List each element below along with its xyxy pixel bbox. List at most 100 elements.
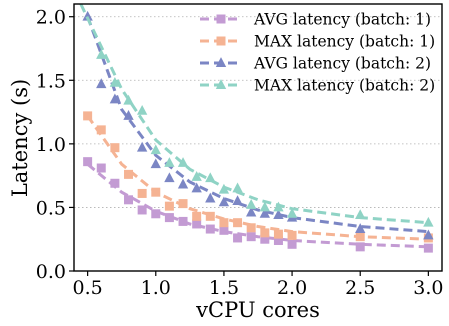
- data-point-triangle: [218, 183, 230, 194]
- data-point-square: [260, 234, 270, 244]
- series-1: [83, 157, 433, 253]
- data-point-triangle: [191, 182, 202, 193]
- grid-lines: [74, 16, 442, 208]
- data-point-square: [164, 213, 174, 223]
- data-point-square: [287, 230, 297, 240]
- data-point-triangle: [286, 207, 298, 218]
- data-point-square: [96, 163, 106, 173]
- data-point-square: [233, 233, 243, 243]
- data-point-triangle: [246, 199, 257, 209]
- data-point-triangle: [355, 209, 366, 220]
- data-point-square: [287, 239, 297, 249]
- legend-entry-4: MAX latency (batch: 2): [200, 77, 435, 95]
- data-point-square: [96, 125, 106, 135]
- data-point-square: [151, 187, 161, 197]
- data-point-triangle: [164, 172, 175, 183]
- data-point-square: [83, 111, 93, 121]
- data-point-triangle: [109, 76, 121, 87]
- data-point-square: [219, 218, 229, 228]
- data-point-triangle: [136, 141, 148, 152]
- legend: AVG latency (batch: 1) MAX latency (batch…: [200, 11, 435, 95]
- y-tick-label: 0.0: [36, 261, 66, 283]
- legend-entry-1: AVG latency (batch: 1): [200, 11, 431, 29]
- data-point-square: [233, 218, 243, 228]
- data-point-triangle: [218, 196, 230, 207]
- data-point-square: [205, 211, 215, 221]
- data-point-square: [205, 224, 215, 234]
- data-point-triangle: [82, 10, 93, 21]
- data-point-triangle: [164, 157, 175, 167]
- x-tick-label: 1.5: [209, 277, 239, 299]
- x-tick-label: 2.0: [277, 277, 307, 299]
- x-tick-label: 1.0: [141, 277, 171, 299]
- x-tick-label: 0.5: [73, 277, 103, 299]
- data-point-square: [124, 169, 134, 179]
- x-tick-label: 2.5: [345, 277, 375, 299]
- data-point-triangle: [205, 172, 216, 183]
- x-tick-label: 3.0: [413, 277, 443, 299]
- data-point-triangle: [273, 209, 284, 220]
- data-point-triangle: [136, 104, 148, 115]
- data-point-triangle: [123, 110, 134, 120]
- data-point-square: [164, 201, 174, 211]
- data-point-square: [246, 223, 256, 233]
- data-point-square: [216, 36, 226, 46]
- legend-entry-2: MAX latency (batch: 1): [200, 33, 435, 51]
- data-point-triangle: [191, 171, 202, 181]
- legend-label: MAX latency (batch: 1): [254, 33, 435, 51]
- data-point-square: [219, 225, 229, 235]
- legend-entry-3: AVG latency (batch: 2): [200, 55, 431, 73]
- data-point-triangle: [123, 94, 134, 105]
- data-point-triangle: [246, 206, 257, 217]
- data-point-square: [246, 232, 256, 242]
- data-point-square: [216, 14, 226, 24]
- data-point-triangle: [355, 223, 366, 234]
- data-point-square: [423, 243, 433, 253]
- y-tick-label: 2.0: [36, 7, 66, 29]
- data-point-triangle: [259, 207, 270, 218]
- data-point-triangle: [423, 216, 434, 227]
- data-point-square: [137, 188, 147, 198]
- data-point-triangle: [232, 182, 243, 193]
- legend-label: AVG latency (batch: 2): [253, 55, 431, 73]
- plot-frame: [73, 3, 443, 272]
- data-point-triangle: [177, 157, 189, 167]
- data-point-square: [110, 178, 120, 188]
- y-tick-label: 1.5: [36, 70, 66, 92]
- data-point-square: [260, 228, 270, 238]
- data-point-square: [83, 157, 93, 167]
- data-point-square: [192, 211, 202, 221]
- series-3: [82, 10, 434, 240]
- series-2: [83, 111, 433, 243]
- data-point-square: [110, 143, 120, 153]
- data-point-square: [192, 219, 202, 229]
- y-tick-label: 0.5: [36, 197, 66, 219]
- y-axis-label: Latency (s): [8, 79, 32, 197]
- data-point-triangle: [96, 78, 107, 89]
- axis-ticks: 0.0 0.5 1.0 1.5 2.0 0.5 1.0 1.5 2.0 2.5 3.0: [36, 7, 444, 299]
- data-point-triangle: [215, 57, 227, 67]
- series-fit-line: [86, 16, 429, 234]
- data-point-triangle: [205, 192, 216, 203]
- data-point-square: [178, 199, 188, 209]
- data-point-square: [273, 235, 283, 245]
- data-point-square: [124, 195, 134, 205]
- data-point-triangle: [273, 201, 284, 212]
- data-point-triangle: [150, 158, 161, 169]
- series-layer: [79, 4, 434, 253]
- data-point-triangle: [177, 178, 189, 189]
- data-point-square: [178, 216, 188, 226]
- data-point-square: [273, 229, 283, 239]
- series-4: [79, 4, 434, 227]
- data-point-square: [355, 242, 365, 252]
- y-tick-label: 1.0: [36, 134, 66, 156]
- legend-label: AVG latency (batch: 1): [253, 11, 431, 29]
- data-point-triangle: [232, 195, 243, 206]
- data-point-square: [137, 205, 147, 215]
- data-point-triangle: [96, 48, 107, 59]
- legend-label: MAX latency (batch: 2): [254, 77, 435, 95]
- data-point-triangle: [423, 229, 434, 240]
- x-axis-label: vCPU cores: [195, 298, 320, 322]
- data-point-triangle: [259, 201, 270, 212]
